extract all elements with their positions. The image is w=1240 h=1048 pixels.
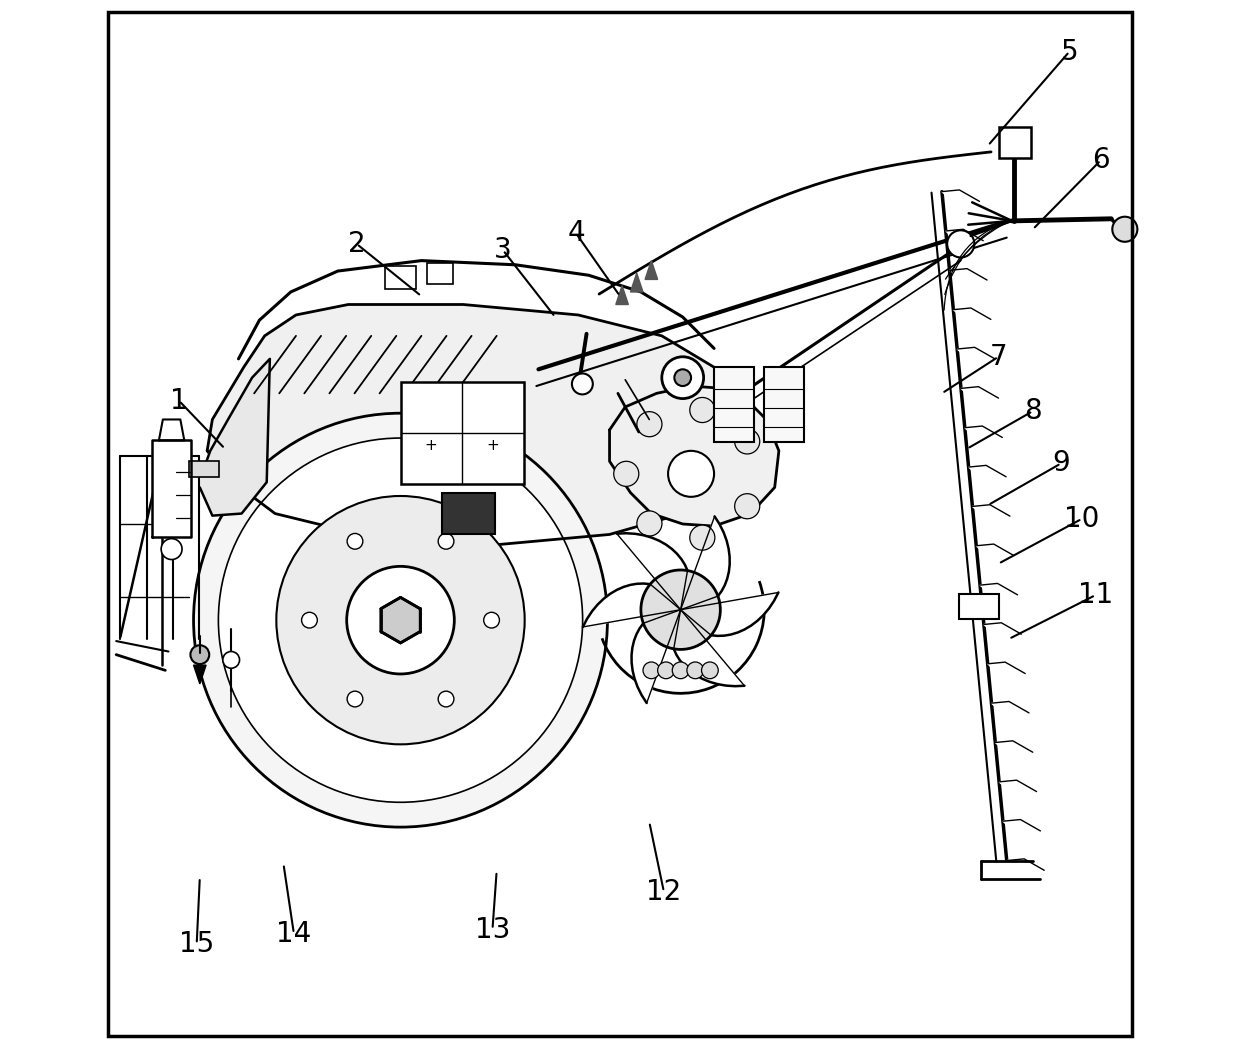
Polygon shape xyxy=(151,440,191,537)
Polygon shape xyxy=(1003,820,1040,831)
Circle shape xyxy=(947,231,975,258)
Polygon shape xyxy=(616,533,687,610)
Bar xyxy=(427,263,453,284)
Polygon shape xyxy=(673,610,744,686)
Bar xyxy=(714,367,754,442)
Polygon shape xyxy=(950,268,987,280)
Bar xyxy=(959,594,999,619)
Text: 3: 3 xyxy=(494,236,512,264)
Polygon shape xyxy=(616,286,629,305)
Bar xyxy=(999,127,1030,158)
Polygon shape xyxy=(942,190,980,201)
Text: 12: 12 xyxy=(646,878,682,905)
Text: 11: 11 xyxy=(1078,581,1114,609)
Circle shape xyxy=(689,397,715,422)
Polygon shape xyxy=(381,597,420,642)
Circle shape xyxy=(662,356,703,398)
Polygon shape xyxy=(992,701,1029,713)
Text: 8: 8 xyxy=(1024,397,1042,425)
Text: 2: 2 xyxy=(347,230,366,258)
Circle shape xyxy=(438,692,454,707)
Circle shape xyxy=(223,652,239,669)
Polygon shape xyxy=(630,274,644,292)
Circle shape xyxy=(572,373,593,394)
Text: 13: 13 xyxy=(475,916,510,943)
Polygon shape xyxy=(961,387,998,398)
Text: +: + xyxy=(424,438,438,453)
Text: 5: 5 xyxy=(1060,38,1079,66)
Polygon shape xyxy=(193,665,206,684)
Circle shape xyxy=(191,646,210,664)
Text: 14: 14 xyxy=(277,920,311,947)
Polygon shape xyxy=(972,505,1009,516)
Text: 1: 1 xyxy=(170,387,187,415)
Circle shape xyxy=(734,494,760,519)
Polygon shape xyxy=(965,427,1002,437)
Text: 7: 7 xyxy=(990,343,1007,371)
Text: 10: 10 xyxy=(1064,505,1100,532)
Text: 9: 9 xyxy=(1053,450,1070,478)
Bar xyxy=(190,461,218,477)
Bar xyxy=(401,381,523,484)
Circle shape xyxy=(637,511,662,536)
Circle shape xyxy=(644,662,660,679)
Text: 4: 4 xyxy=(567,219,585,247)
Circle shape xyxy=(637,412,662,437)
Text: +: + xyxy=(486,438,498,453)
Circle shape xyxy=(1112,217,1137,242)
Polygon shape xyxy=(983,623,1022,634)
Circle shape xyxy=(657,662,675,679)
Circle shape xyxy=(347,566,454,674)
Circle shape xyxy=(161,539,182,560)
Circle shape xyxy=(672,662,689,679)
Circle shape xyxy=(438,533,454,549)
Circle shape xyxy=(668,451,714,497)
Circle shape xyxy=(702,662,718,679)
Bar xyxy=(384,266,417,289)
Polygon shape xyxy=(200,358,270,516)
Polygon shape xyxy=(996,741,1033,752)
Circle shape xyxy=(687,662,703,679)
Polygon shape xyxy=(207,305,735,545)
Polygon shape xyxy=(968,465,1006,477)
Circle shape xyxy=(347,692,363,707)
Polygon shape xyxy=(999,780,1037,791)
Polygon shape xyxy=(946,230,983,241)
Bar xyxy=(764,367,804,442)
Circle shape xyxy=(484,612,500,628)
Polygon shape xyxy=(583,584,681,627)
Polygon shape xyxy=(610,386,779,526)
Polygon shape xyxy=(681,592,779,636)
Polygon shape xyxy=(631,610,681,703)
Circle shape xyxy=(641,570,720,650)
Circle shape xyxy=(301,612,317,628)
Polygon shape xyxy=(957,347,994,358)
Circle shape xyxy=(347,533,363,549)
Circle shape xyxy=(193,413,608,827)
Polygon shape xyxy=(988,662,1025,674)
Polygon shape xyxy=(954,308,991,320)
Bar xyxy=(443,493,495,534)
Polygon shape xyxy=(159,419,185,440)
Circle shape xyxy=(734,429,760,454)
Circle shape xyxy=(218,438,583,803)
Text: 6: 6 xyxy=(1092,147,1110,174)
Polygon shape xyxy=(681,517,729,610)
Polygon shape xyxy=(645,261,657,280)
Circle shape xyxy=(614,461,639,486)
Text: 15: 15 xyxy=(179,931,215,958)
Polygon shape xyxy=(976,544,1014,555)
Polygon shape xyxy=(1007,859,1044,870)
Circle shape xyxy=(689,525,715,550)
Circle shape xyxy=(277,496,525,744)
Circle shape xyxy=(675,369,691,386)
Polygon shape xyxy=(980,584,1018,595)
